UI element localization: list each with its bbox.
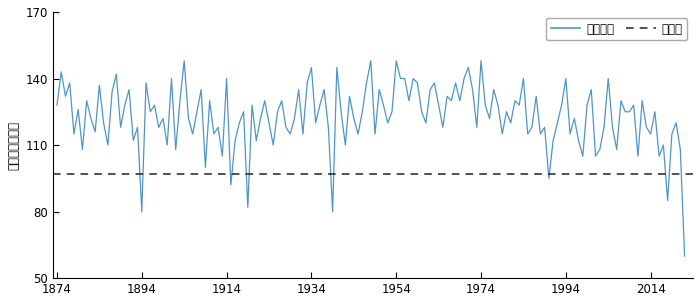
Legend: 冬季长度, 常年値: 冬季长度, 常年値 bbox=[546, 18, 687, 40]
Y-axis label: 冬季长度（天）: 冬季长度（天） bbox=[7, 121, 20, 170]
